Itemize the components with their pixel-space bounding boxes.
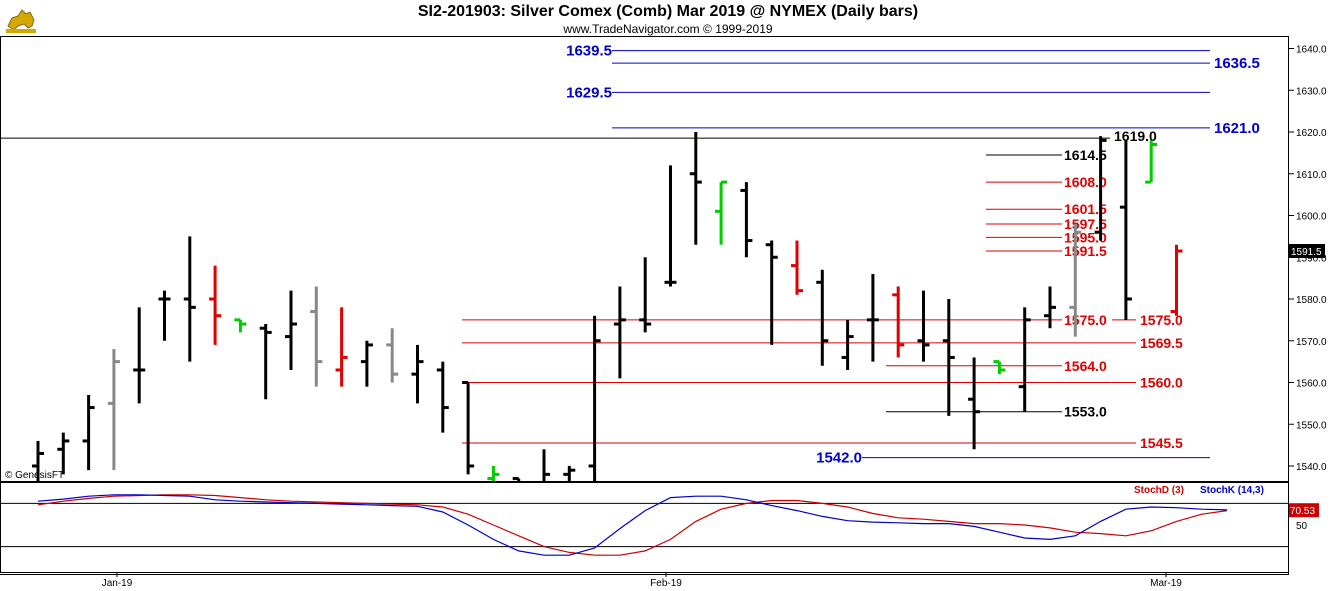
stoch-value-label: 70.53 <box>1290 506 1315 517</box>
price-tick-label: 1570.0 <box>1296 337 1327 348</box>
price-tick-label: 1590.0 <box>1296 253 1327 264</box>
time-tick-label: Jan-19 <box>102 578 133 589</box>
bull-logo-icon <box>4 4 38 39</box>
stoch-value-box <box>1289 503 1319 518</box>
stoch-series-line <box>37 494 1228 556</box>
price-tick-label: 1560.0 <box>1296 379 1327 390</box>
stoch-d-title: StochD (3) <box>1134 485 1184 496</box>
level-label: 1608.0 <box>1064 174 1107 190</box>
current-price-label: 1591.5 <box>1291 247 1322 258</box>
stoch-tick-label: 50 <box>1296 521 1308 532</box>
price-tick-label: 1610.0 <box>1296 170 1327 181</box>
level-label: 1542.0 <box>816 450 862 467</box>
stoch-series-line <box>37 494 1228 556</box>
price-tick-label: 1550.0 <box>1296 420 1327 431</box>
level-label: 1601.5 <box>1064 201 1107 217</box>
level-label: 1575.0 <box>1140 312 1183 328</box>
price-tick-label: 1580.0 <box>1296 295 1327 306</box>
price-tick-label: 1630.0 <box>1296 86 1327 97</box>
price-tick-label: 1540.0 <box>1296 462 1327 473</box>
time-tick-label: Mar-19 <box>1150 578 1182 589</box>
stoch-panel-frame <box>0 482 1289 573</box>
price-tick-label: 1620.0 <box>1296 128 1327 139</box>
level-label: 1614.5 <box>1064 147 1107 163</box>
chart-subtitle: www.TradeNavigator.com © 1999-2019 <box>563 22 773 36</box>
level-label: 1569.5 <box>1140 335 1183 351</box>
level-label: 1575.0 <box>1064 312 1107 328</box>
current-price-box <box>1289 243 1325 258</box>
level-label: 1545.5 <box>1140 435 1183 451</box>
level-label: 1629.5 <box>566 84 612 101</box>
level-label: 1553.0 <box>1064 404 1107 420</box>
level-label: 1639.5 <box>566 43 612 60</box>
watermark-text: © GenesisFT <box>5 470 64 481</box>
level-label: 1636.5 <box>1214 55 1260 72</box>
level-label: 1564.0 <box>1064 358 1107 374</box>
price-tick-label: 1640.0 <box>1296 45 1327 56</box>
level-label: 1560.0 <box>1140 375 1183 391</box>
price-tick-label: 1600.0 <box>1296 212 1327 223</box>
level-label: 1591.5 <box>1064 243 1107 259</box>
level-label: 1619.0 <box>1114 128 1157 144</box>
time-tick-label: Feb-19 <box>650 578 682 589</box>
stoch-k-title: StochK (14,3) <box>1200 485 1264 496</box>
chart-title: SI2-201903: Silver Comex (Comb) Mar 2019… <box>417 3 919 20</box>
level-label: 1621.0 <box>1214 120 1260 137</box>
